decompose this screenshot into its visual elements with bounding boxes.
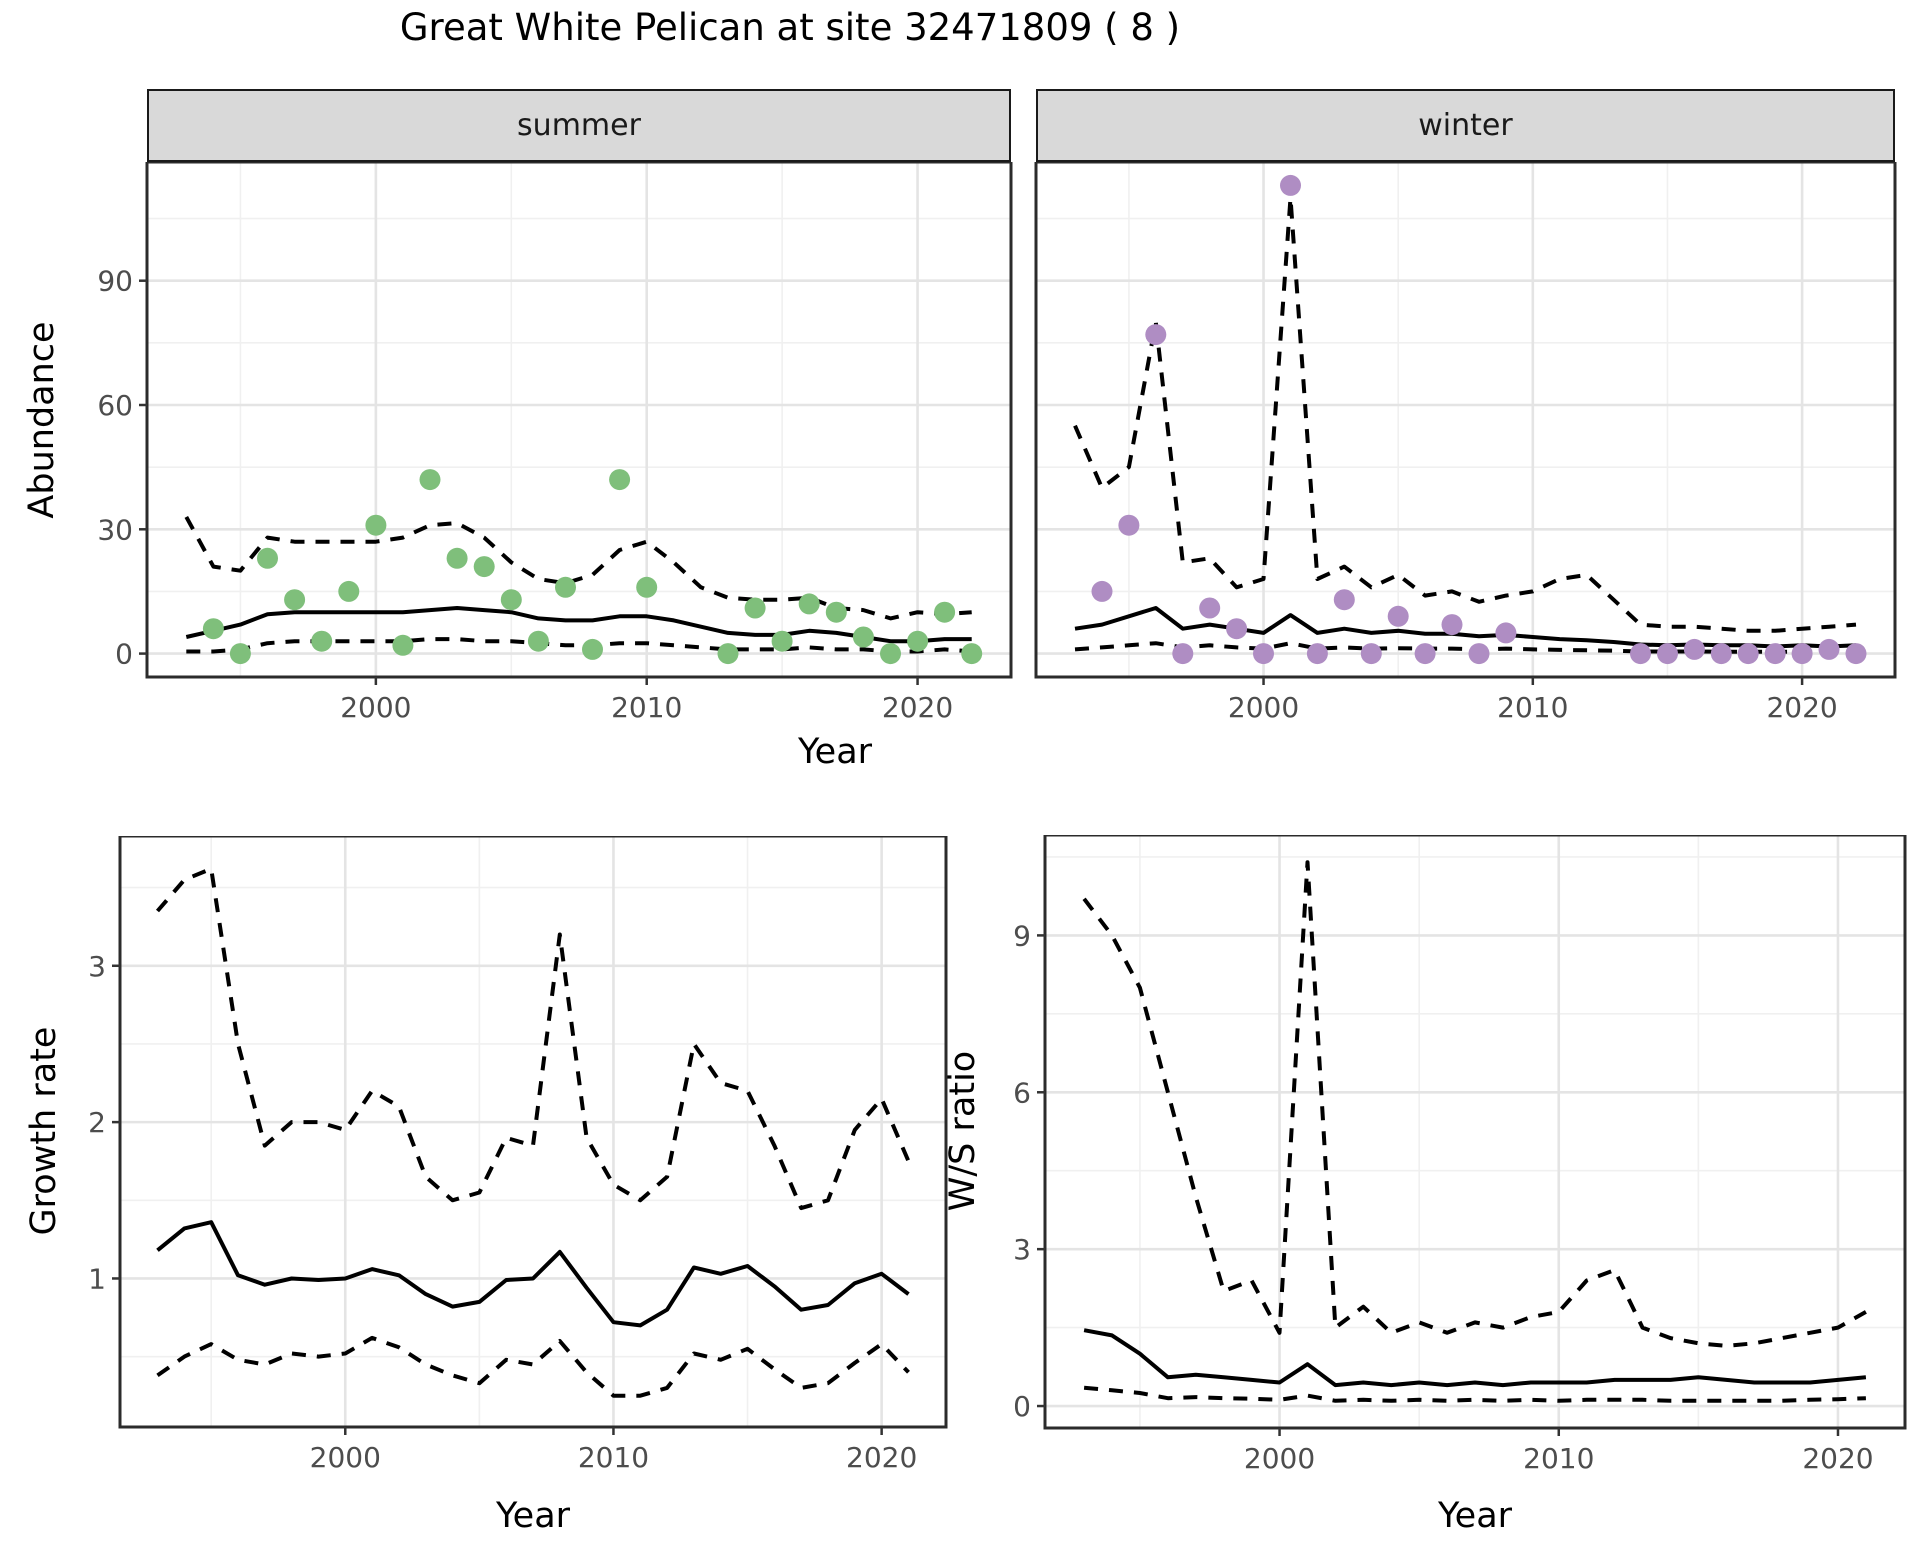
facet-strip-winter: winter [1036, 89, 1895, 162]
svg-text:2020: 2020 [846, 1441, 917, 1474]
svg-text:3: 3 [1013, 1233, 1031, 1266]
svg-text:2000: 2000 [310, 1441, 381, 1474]
svg-text:0: 0 [1013, 1390, 1031, 1423]
svg-text:6: 6 [1013, 1076, 1031, 1109]
svg-text:2000: 2000 [340, 691, 411, 724]
ws-ratio-panel: 2000 2010 2020 0 3 6 9 [1013, 835, 1907, 1475]
growth-rate-axis-title: Growth rate [24, 1026, 64, 1236]
facet-strip-winter-label: winter [1418, 108, 1513, 143]
svg-text:1: 1 [88, 1262, 106, 1295]
year-axis-title-bottom-right: Year [1437, 1496, 1513, 1536]
svg-text:90: 90 [97, 265, 133, 298]
year-axis-title-bottom-left: Year [495, 1496, 571, 1536]
svg-text:2020: 2020 [882, 691, 953, 724]
svg-text:60: 60 [97, 389, 133, 422]
winter-abundance-panel: 2000 2010 2020 [1034, 162, 1897, 724]
facet-strip-summer-label: summer [517, 108, 641, 143]
svg-text:2000: 2000 [1244, 1442, 1315, 1475]
svg-text:3: 3 [88, 950, 106, 983]
svg-text:30: 30 [97, 513, 133, 546]
facet-strip-summer: summer [147, 89, 1011, 162]
year-axis-title-top: Year [797, 732, 873, 772]
abundance-axis-title: Abundance [22, 321, 62, 519]
growth-rate-panel: 2000 2010 2020 1 2 3 [88, 836, 948, 1474]
svg-text:0: 0 [115, 638, 133, 671]
svg-text:2010: 2010 [1523, 1442, 1594, 1475]
svg-text:2010: 2010 [1497, 691, 1568, 724]
svg-text:2020: 2020 [1766, 691, 1837, 724]
ws-ratio-axis-title: W/S ratio [943, 1050, 983, 1212]
svg-text:2: 2 [88, 1106, 106, 1139]
svg-text:9: 9 [1013, 919, 1031, 952]
svg-text:2000: 2000 [1228, 691, 1299, 724]
svg-text:2020: 2020 [1802, 1442, 1873, 1475]
svg-text:2010: 2010 [578, 1441, 649, 1474]
summer-abundance-panel: 2000 2010 2020 0 30 60 90 [97, 162, 1013, 724]
svg-text:2010: 2010 [611, 691, 682, 724]
page-title: Great White Pelican at site 32471809 ( 8… [399, 6, 1181, 49]
